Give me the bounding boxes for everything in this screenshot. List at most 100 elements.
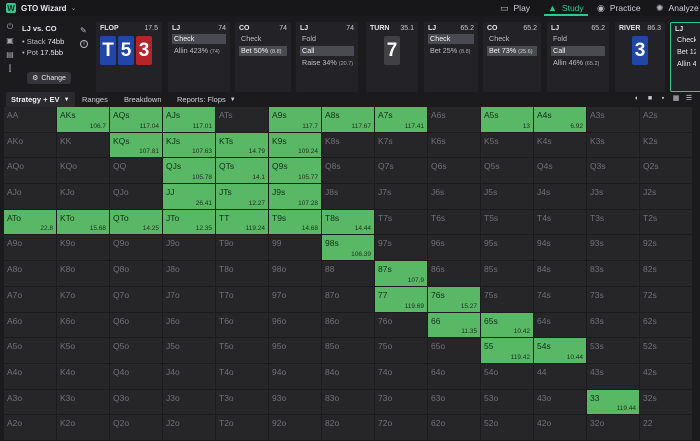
hand-cell-K6s[interactable]: K6s: [428, 132, 481, 159]
hand-cell-52o[interactable]: 52o: [481, 415, 534, 441]
hand-cell-Q7o[interactable]: Q7o: [110, 286, 163, 313]
hand-cell-A6o[interactable]: A6o: [4, 312, 57, 339]
hand-cell-A9s[interactable]: A9s 117.7: [269, 107, 322, 133]
hand-cell-A2o[interactable]: A2o: [4, 415, 57, 441]
hand-cell-93o[interactable]: 93o: [269, 389, 322, 416]
action-raise[interactable]: Raise 34% (20.7): [302, 58, 354, 67]
action-allin[interactable]: Allin 46% (65.2): [553, 58, 600, 67]
hand-cell-T7o[interactable]: T7o: [216, 286, 269, 313]
hand-cell-T3s[interactable]: T3s: [587, 209, 640, 236]
hand-cell-Q5s[interactable]: Q5s: [481, 158, 534, 185]
hand-cell-T6o[interactable]: T6o: [216, 312, 269, 339]
hand-cell-KJo[interactable]: KJo: [57, 184, 110, 210]
hand-cell-52s[interactable]: 52s: [640, 338, 693, 364]
hand-cell-AKo[interactable]: AKo: [4, 132, 57, 159]
hand-cell-64o[interactable]: 64o: [428, 363, 481, 390]
hand-cell-KJs[interactable]: KJs 107.63: [163, 132, 216, 159]
hand-cell-65s[interactable]: 65s 10.42: [481, 312, 534, 339]
hand-cell-T9o[interactable]: T9o: [216, 235, 269, 262]
hand-cell-54s[interactable]: 54s 10.44: [534, 338, 587, 364]
hand-cell-Q7s[interactable]: Q7s: [375, 158, 428, 185]
hand-cell-43o[interactable]: 43o: [534, 389, 587, 416]
hand-cell-84o[interactable]: 84o: [322, 363, 375, 390]
hand-cell-J2o[interactable]: J2o: [163, 415, 216, 441]
hand-cell-97o[interactable]: 97o: [269, 286, 322, 313]
hand-cell-87s[interactable]: 87s 107.9: [375, 261, 428, 287]
hand-cell-T9s[interactable]: T9s 14.68: [269, 209, 322, 236]
hand-cell-QJs[interactable]: QJs 105.78: [163, 158, 216, 185]
hand-cell-AJo[interactable]: AJo: [4, 184, 57, 210]
hand-cell-75o[interactable]: 75o: [375, 338, 428, 364]
tab-strategy-ev[interactable]: Strategy + EV ▼: [6, 92, 75, 107]
hand-cell-T2s[interactable]: T2s: [640, 209, 693, 236]
hand-cell-J6s[interactable]: J6s: [428, 184, 481, 210]
power-icon[interactable]: ⏻: [6, 22, 14, 31]
hand-cell-J5s[interactable]: J5s: [481, 184, 534, 210]
hand-cell-A3s[interactable]: A3s: [587, 107, 640, 133]
card[interactable]: 3: [136, 36, 152, 65]
card[interactable]: 3: [632, 36, 648, 65]
hand-cell-T2o[interactable]: T2o: [216, 415, 269, 441]
hand-cell-T7s[interactable]: T7s: [375, 209, 428, 236]
info-icon[interactable]: i: [80, 40, 88, 48]
hand-cell-53s[interactable]: 53s: [587, 338, 640, 364]
hand-cell-T4s[interactable]: T4s: [534, 209, 587, 236]
hand-cell-95o[interactable]: 95o: [269, 338, 322, 364]
hand-cell-J6o[interactable]: J6o: [163, 312, 216, 339]
hand-cell-KK[interactable]: KK: [57, 132, 110, 159]
hand-cell-33[interactable]: 33 119.44: [587, 389, 640, 416]
hand-cell-Q4s[interactable]: Q4s: [534, 158, 587, 185]
hand-cell-Q2o[interactable]: Q2o: [110, 415, 163, 441]
hand-cell-Q4o[interactable]: Q4o: [110, 363, 163, 390]
hand-cell-J4s[interactable]: J4s: [534, 184, 587, 210]
hand-cell-A4s[interactable]: A4s 6.92: [534, 107, 587, 133]
hand-cell-96s[interactable]: 96s: [428, 235, 481, 262]
hand-cell-42s[interactable]: 42s: [640, 363, 693, 390]
hand-cell-77[interactable]: 77 119.69: [375, 286, 428, 313]
hand-cell-J3s[interactable]: J3s: [587, 184, 640, 210]
hand-cell-J4o[interactable]: J4o: [163, 363, 216, 390]
hand-cell-QQ[interactable]: QQ: [110, 158, 163, 185]
hand-cell-KTo[interactable]: KTo 15.68: [57, 209, 110, 236]
hand-cell-72s[interactable]: 72s: [640, 286, 693, 313]
hand-cell-K7o[interactable]: K7o: [57, 286, 110, 313]
hand-cell-KTs[interactable]: KTs 14.79: [216, 132, 269, 159]
action-bet[interactable]: Bet 73% (25.6): [487, 46, 537, 56]
card[interactable]: T: [100, 36, 116, 65]
hand-cell-94s[interactable]: 94s: [534, 235, 587, 262]
hand-cell-Q6o[interactable]: Q6o: [110, 312, 163, 339]
hand-cell-J9o[interactable]: J9o: [163, 235, 216, 262]
card[interactable]: 5: [118, 36, 134, 65]
hand-cell-T5o[interactable]: T5o: [216, 338, 269, 364]
tab-breakdown[interactable]: Breakdown: [124, 92, 162, 107]
hand-cell-T4o[interactable]: T4o: [216, 363, 269, 390]
hand-cell-JJ[interactable]: JJ 26.41: [163, 184, 216, 210]
hand-cell-T6s[interactable]: T6s: [428, 209, 481, 236]
action-check[interactable]: Check: [428, 34, 474, 44]
hand-cell-K6o[interactable]: K6o: [57, 312, 110, 339]
hand-cell-K5o[interactable]: K5o: [57, 338, 110, 364]
hand-cell-K8s[interactable]: K8s: [322, 132, 375, 159]
hand-cell-Q2s[interactable]: Q2s: [640, 158, 693, 185]
hand-cell-32s[interactable]: 32s: [640, 389, 693, 416]
hand-cell-K8o[interactable]: K8o: [57, 261, 110, 287]
hand-cell-A7o[interactable]: A7o: [4, 286, 57, 313]
hand-cell-ATo[interactable]: ATo 22.8: [4, 209, 57, 236]
hand-cell-Q8s[interactable]: Q8s: [322, 158, 375, 185]
hand-cell-83o[interactable]: 83o: [322, 389, 375, 416]
hand-cell-AKs[interactable]: AKs 106.7: [57, 107, 110, 133]
hand-cell-62o[interactable]: 62o: [428, 415, 481, 441]
hand-cell-J8o[interactable]: J8o: [163, 261, 216, 287]
action-bet[interactable]: Bet 12: [677, 47, 696, 56]
hand-cell-87o[interactable]: 87o: [322, 286, 375, 313]
hand-cell-55[interactable]: 55 119.42: [481, 338, 534, 364]
hand-cell-AQs[interactable]: AQs 117.04: [110, 107, 163, 133]
hand-cell-98o[interactable]: 98o: [269, 261, 322, 287]
hand-cell-J5o[interactable]: J5o: [163, 338, 216, 364]
hand-cell-82s[interactable]: 82s: [640, 261, 693, 287]
hand-cell-ATs[interactable]: ATs: [216, 107, 269, 133]
hand-cell-Q3s[interactable]: Q3s: [587, 158, 640, 185]
action-bet[interactable]: Bet 25% (8.8): [430, 46, 471, 55]
pencil-icon[interactable]: ✎: [80, 26, 87, 35]
hand-cell-KQs[interactable]: KQs 107.81: [110, 132, 163, 159]
